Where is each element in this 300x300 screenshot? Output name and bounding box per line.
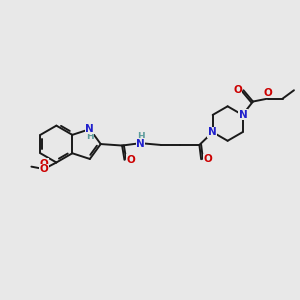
Text: N: N bbox=[239, 110, 248, 120]
Text: N: N bbox=[85, 124, 94, 134]
Text: O: O bbox=[263, 88, 272, 98]
Text: O: O bbox=[127, 155, 135, 165]
Text: N: N bbox=[136, 139, 145, 149]
Text: H: H bbox=[137, 132, 144, 141]
Text: O: O bbox=[233, 85, 242, 95]
Text: H: H bbox=[86, 132, 94, 141]
Text: O: O bbox=[40, 164, 48, 174]
Text: N: N bbox=[208, 127, 217, 137]
Text: O: O bbox=[203, 154, 212, 164]
Text: O: O bbox=[40, 159, 48, 169]
